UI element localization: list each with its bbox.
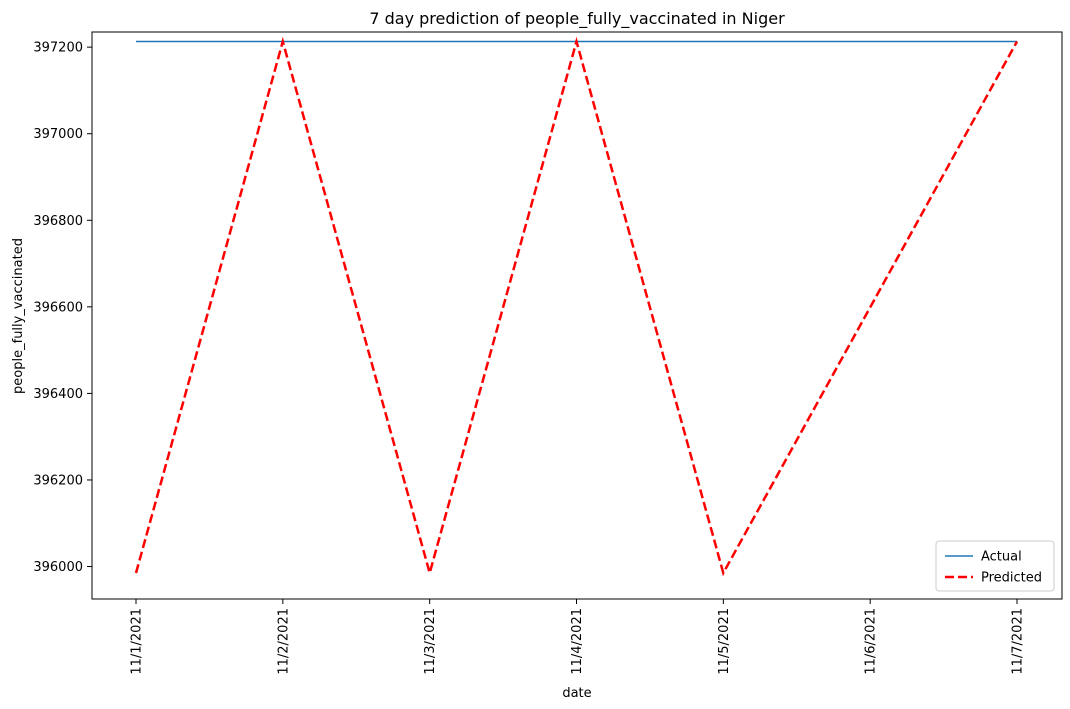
legend-label-actual: Actual [981,550,1022,565]
y-axis: 396000 396200 396400 396600 396800 397000 3972… [33,41,92,575]
y-tick-label: 397200 [33,41,83,56]
plot-frame [91,31,1063,600]
y-tick-label: 396400 [33,387,83,402]
y-tick-label: 396800 [33,214,83,229]
y-tick-label: 396200 [33,473,83,488]
legend-label-predicted: Predicted [981,571,1042,586]
x-tick-label: 11/7/2021 [1011,608,1026,675]
x-axis-title: date [562,686,591,701]
legend-box [935,540,1055,592]
chart-title: 7 day prediction of people_fully_vaccina… [369,9,785,29]
x-tick-label: 11/3/2021 [423,608,438,675]
x-tick-label: 11/2/2021 [276,608,291,675]
series-line-predicted [134,36,1019,578]
series-layer [134,36,1019,578]
x-tick-label: 11/5/2021 [717,608,732,675]
y-axis-title: people_fully_vaccinated [11,238,26,394]
y-tick-label: 396000 [33,560,83,575]
x-tick-label: 11/6/2021 [864,608,879,675]
x-axis: 11/1/2021 11/2/2021 11/3/2021 11/4/2021 11/5… [130,599,1026,675]
y-tick-label: 397000 [33,127,83,142]
x-tick-label: 11/4/2021 [570,608,585,675]
y-tick-label: 396600 [33,300,83,315]
legend: Actual Predicted [935,540,1055,592]
x-tick-label: 11/1/2021 [130,608,145,675]
